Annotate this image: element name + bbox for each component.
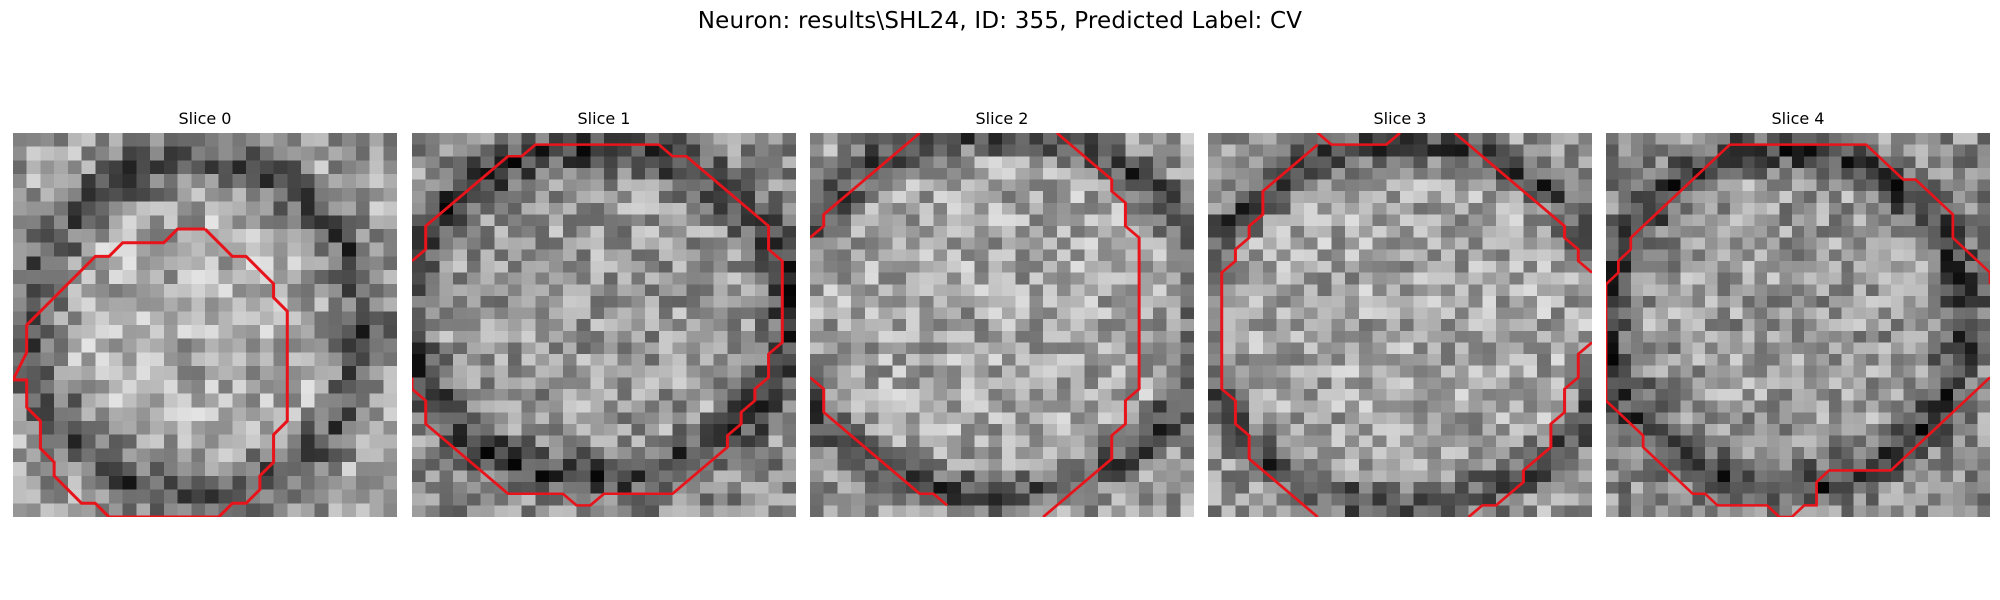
slice-image-2 [810,133,1194,517]
slice-title-4: Slice 4 [1771,109,1825,128]
slice-image-3 [1208,133,1592,517]
slice-panel-3: Slice 3 [1208,108,1592,517]
slice-title-2: Slice 2 [975,109,1029,128]
slice-title-3: Slice 3 [1373,109,1427,128]
slice-panel-0: Slice 0 [13,108,397,517]
slice-image-1 [412,133,796,517]
contour-line-2-2 [810,376,949,507]
slice-image-0 [13,133,397,517]
contour-line-2-0 [810,133,921,239]
contour-line-3-2 [1220,143,1319,517]
figure-title: Neuron: results\SHL24, ID: 355, Predicte… [697,8,1303,34]
contour-line-3-1 [1453,133,1592,274]
slice-title-1: Slice 1 [577,109,631,128]
slice-title-0: Slice 0 [178,109,232,128]
slice-panel-1: Slice 1 [412,108,796,517]
slice-image-4 [1606,133,1990,517]
contour-line-0-0 [13,227,289,517]
contour-line-3-3 [1467,341,1592,517]
contour-line-2-1 [1042,133,1141,517]
slice-panel-4: Slice 4 [1606,108,1990,517]
slice-panel-2: Slice 2 [810,108,1194,517]
contour-line-4-1 [1606,284,1990,517]
contour-line-4-0 [1606,143,1990,286]
contour-line-3-0 [1316,133,1402,146]
contour-line-1-0 [412,143,784,507]
